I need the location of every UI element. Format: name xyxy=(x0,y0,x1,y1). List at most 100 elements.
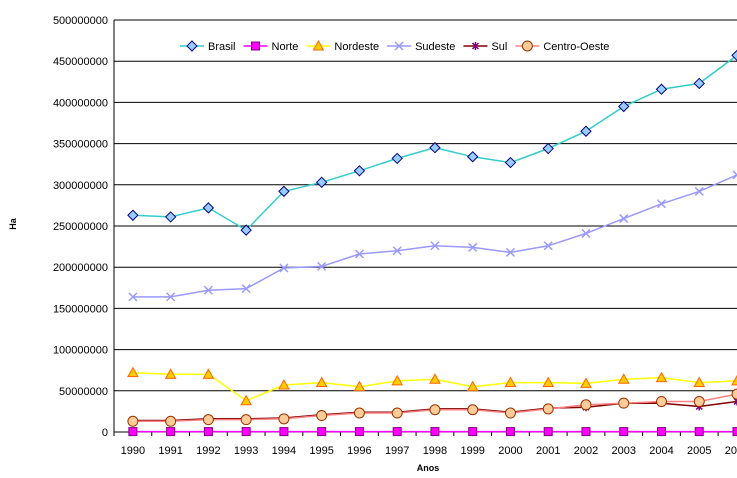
data-point xyxy=(240,394,253,406)
data-point xyxy=(580,399,592,411)
data-point xyxy=(466,380,479,392)
legend-item: Brasil xyxy=(180,40,236,53)
gridlines xyxy=(113,19,737,433)
data-point xyxy=(317,261,327,271)
x-tick-label: 1994 xyxy=(272,445,296,457)
data-point xyxy=(241,427,251,437)
data-point xyxy=(619,427,629,437)
y-tick-label: 100000000 xyxy=(53,345,108,357)
data-point xyxy=(240,414,252,426)
legend-label: Centro-Oeste xyxy=(543,41,609,53)
data-point xyxy=(278,413,290,425)
data-point xyxy=(732,170,737,180)
data-point xyxy=(731,388,737,400)
y-tick-label: 200000000 xyxy=(53,262,108,274)
data-point xyxy=(128,427,138,437)
data-point xyxy=(278,379,290,390)
data-point xyxy=(278,185,290,198)
x-tick-label: 2000 xyxy=(498,445,522,457)
legend-marker xyxy=(394,41,404,51)
data-point xyxy=(542,142,554,155)
data-point xyxy=(429,373,441,384)
data-point xyxy=(693,77,705,90)
legend-item: Norte xyxy=(243,41,299,53)
legend-item: Nordeste xyxy=(306,39,379,53)
data-point xyxy=(731,49,737,62)
y-tick-label: 350000000 xyxy=(53,139,108,151)
x-tick-label: 2002 xyxy=(574,445,598,457)
x-tick-label: 1995 xyxy=(309,445,333,457)
data-point xyxy=(655,396,667,408)
data-point xyxy=(391,407,403,419)
data-point xyxy=(315,176,328,189)
data-point xyxy=(655,83,668,95)
data-point xyxy=(354,427,364,437)
data-point xyxy=(240,224,252,236)
data-point xyxy=(354,249,364,259)
data-point xyxy=(733,397,737,406)
data-point xyxy=(164,211,177,223)
data-point xyxy=(127,415,139,427)
data-point xyxy=(505,427,515,437)
series-line xyxy=(132,174,737,298)
data-point xyxy=(580,377,592,388)
data-point xyxy=(165,415,177,427)
data-point xyxy=(543,241,553,251)
y-tick-label: 0 xyxy=(102,427,108,439)
data-point xyxy=(504,376,517,388)
y-tick-label: 400000000 xyxy=(53,97,108,109)
x-tick-label: 1991 xyxy=(158,445,182,457)
data-point xyxy=(694,186,704,196)
series-norte xyxy=(128,427,737,437)
x-axis-title: Anos xyxy=(417,463,440,473)
x-tick-label: 1990 xyxy=(121,445,145,457)
y-axis-title: Ha xyxy=(8,217,18,229)
x-tick-label: 1997 xyxy=(385,445,409,457)
x-tick-label: 2003 xyxy=(611,445,635,457)
data-point xyxy=(580,125,592,137)
data-point xyxy=(353,165,366,177)
data-point xyxy=(694,427,704,437)
x-tick-label: 1992 xyxy=(196,445,220,457)
data-point xyxy=(693,396,705,408)
data-point xyxy=(655,371,668,383)
x-tick-label: 2004 xyxy=(649,445,673,457)
data-point xyxy=(581,228,591,238)
data-point xyxy=(581,427,591,437)
data-point xyxy=(430,427,440,437)
series-brasil xyxy=(127,49,737,236)
legend-marker xyxy=(521,40,533,52)
data-point xyxy=(392,246,402,256)
data-point xyxy=(542,403,554,415)
legend-item: Sudeste xyxy=(387,41,455,53)
x-tick-label: 1996 xyxy=(347,445,371,457)
data-point xyxy=(279,263,289,273)
y-tick-label: 450000000 xyxy=(53,56,108,68)
y-tick-label: 500000000 xyxy=(53,15,108,27)
data-point xyxy=(315,376,328,388)
data-point xyxy=(543,427,553,437)
data-point xyxy=(430,241,440,251)
legend: Brasil Norte Nordeste Sudeste Sul Centro-Oest… xyxy=(180,39,609,53)
legend-label: Sul xyxy=(491,41,507,53)
data-point xyxy=(504,407,516,419)
y-tick-labels: 0 50000000 100000000 150000000 200000000 2500… xyxy=(53,15,108,439)
data-point xyxy=(353,380,366,392)
data-point xyxy=(618,397,630,409)
data-point xyxy=(279,427,289,437)
data-point xyxy=(164,368,177,379)
data-point xyxy=(391,152,403,165)
data-point xyxy=(202,202,215,214)
legend-marker xyxy=(471,42,479,50)
y-tick-label: 150000000 xyxy=(53,303,108,315)
data-point xyxy=(202,414,214,426)
x-tick-labels: 1990 1991 1992 1993 1994 1995 1996 1997 1998 1999… xyxy=(113,432,737,457)
data-point xyxy=(429,142,441,154)
data-point xyxy=(128,292,138,302)
legend-item: Sul xyxy=(463,41,507,53)
y-tick-label: 250000000 xyxy=(53,221,108,233)
legend-label: Norte xyxy=(272,41,299,53)
data-point xyxy=(466,151,479,163)
